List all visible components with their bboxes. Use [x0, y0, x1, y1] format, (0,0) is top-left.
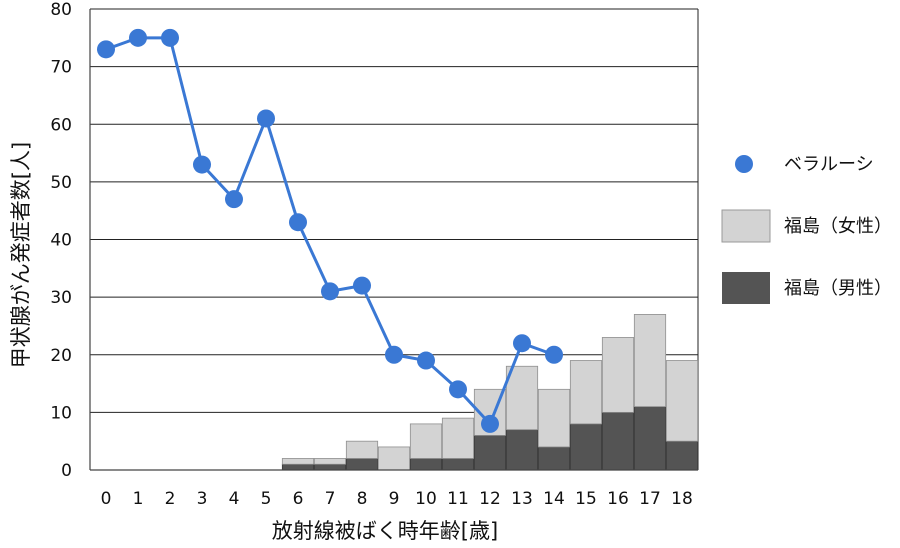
x-tick-label: 7: [325, 489, 336, 509]
legend-label-fukushima-female: 福島（女性）: [784, 216, 892, 237]
y-tick-label: 0: [61, 461, 72, 481]
x-tick-label: 13: [511, 489, 533, 509]
bar-fukushima-male: [665, 440, 699, 471]
bar-fukushima-male: [313, 463, 347, 471]
legend-swatch-fukushima-female: [721, 209, 771, 243]
point-belarus: [225, 190, 243, 209]
y-tick-label: 40: [50, 231, 72, 251]
x-tick-label: 2: [165, 489, 176, 509]
y-tick-labels: 0 10 20 30 40 50 60 70 80: [50, 0, 72, 481]
bar-fukushima-female: [441, 417, 475, 459]
x-tick-label: 0: [101, 489, 112, 509]
y-axis-title: 甲状腺がん発症者数[人]: [9, 142, 33, 368]
bar-fukushima-female: [345, 440, 379, 459]
x-axis-title: 放射線被ばく時年齢[歳]: [272, 519, 498, 543]
bar-fukushima-female: [537, 388, 571, 448]
x-tick-label: 9: [389, 489, 400, 509]
y-tick-label: 70: [50, 58, 72, 78]
bar-fukushima-male: [569, 423, 603, 471]
x-tick-label: 8: [357, 489, 368, 509]
bar-fukushima-male: [409, 458, 443, 471]
legend-swatch-fukushima-male: [722, 272, 770, 304]
point-belarus: [193, 155, 211, 174]
bar-fukushima-male: [537, 446, 571, 471]
bar-fukushima-female: [601, 337, 635, 413]
x-tick-label: 16: [607, 489, 629, 509]
point-belarus: [513, 334, 531, 353]
y-tick-label: 50: [50, 173, 72, 193]
x-tick-label: 18: [671, 489, 693, 509]
point-belarus: [449, 380, 467, 399]
point-belarus: [97, 40, 115, 59]
bar-fukushima-female: [569, 360, 603, 425]
bar-fukushima-female: [665, 360, 699, 442]
y-tick-label: 60: [50, 115, 72, 135]
bar-fukushima-male: [601, 411, 635, 471]
x-tick-label: 1: [133, 489, 144, 509]
legend-label-belarus: ベラルーシ: [784, 154, 874, 175]
x-tick-label: 14: [543, 489, 565, 509]
point-belarus: [321, 282, 339, 301]
point-belarus: [257, 109, 275, 128]
point-belarus: [545, 345, 563, 364]
x-tick-label: 17: [639, 489, 661, 509]
bar-fukushima-female: [281, 458, 315, 465]
point-belarus: [129, 28, 147, 47]
y-tick-label: 80: [50, 0, 72, 20]
y-tick-label: 20: [50, 346, 72, 366]
bar-fukushima-female: [377, 446, 411, 471]
bar-fukushima-male: [633, 406, 667, 471]
bars: [281, 314, 699, 471]
line-series: [97, 28, 563, 433]
bar-fukushima-male: [505, 429, 539, 471]
point-belarus: [289, 213, 307, 232]
legend-label-fukushima-male: 福島（男性）: [784, 278, 892, 299]
bar-fukushima-female: [633, 314, 667, 408]
x-tick-label: 12: [479, 489, 501, 509]
bar-fukushima-male: [281, 463, 315, 471]
line-belarus: [105, 36, 555, 427]
y-tick-label: 30: [50, 288, 72, 308]
point-belarus: [481, 414, 499, 433]
bar-fukushima-male: [345, 458, 379, 471]
bar-fukushima-female: [505, 365, 539, 431]
x-tick-label: 15: [575, 489, 597, 509]
point-belarus: [161, 28, 179, 47]
bar-fukushima-male: [441, 458, 475, 471]
x-tick-labels: 0 1 2 3 4 5 6 7 8 9 10 11 12 13 14 15 16 17 18: [101, 489, 693, 509]
x-tick-label: 10: [415, 489, 437, 509]
x-tick-label: 4: [229, 489, 240, 509]
legend: ベラルーシ 福島（女性） 福島（男性）: [721, 154, 892, 304]
y-tick-label: 10: [50, 403, 72, 423]
bar-fukushima-female: [409, 423, 443, 459]
bar-fukushima-male: [473, 435, 507, 471]
x-tick-label: 3: [197, 489, 208, 509]
point-belarus: [417, 351, 435, 370]
point-belarus: [385, 345, 403, 364]
bar-fukushima-female: [313, 458, 347, 465]
point-belarus: [353, 276, 371, 295]
x-tick-label: 6: [293, 489, 304, 509]
legend-marker-belarus: [735, 155, 753, 173]
x-tick-label: 11: [447, 489, 469, 509]
x-tick-label: 5: [261, 489, 272, 509]
